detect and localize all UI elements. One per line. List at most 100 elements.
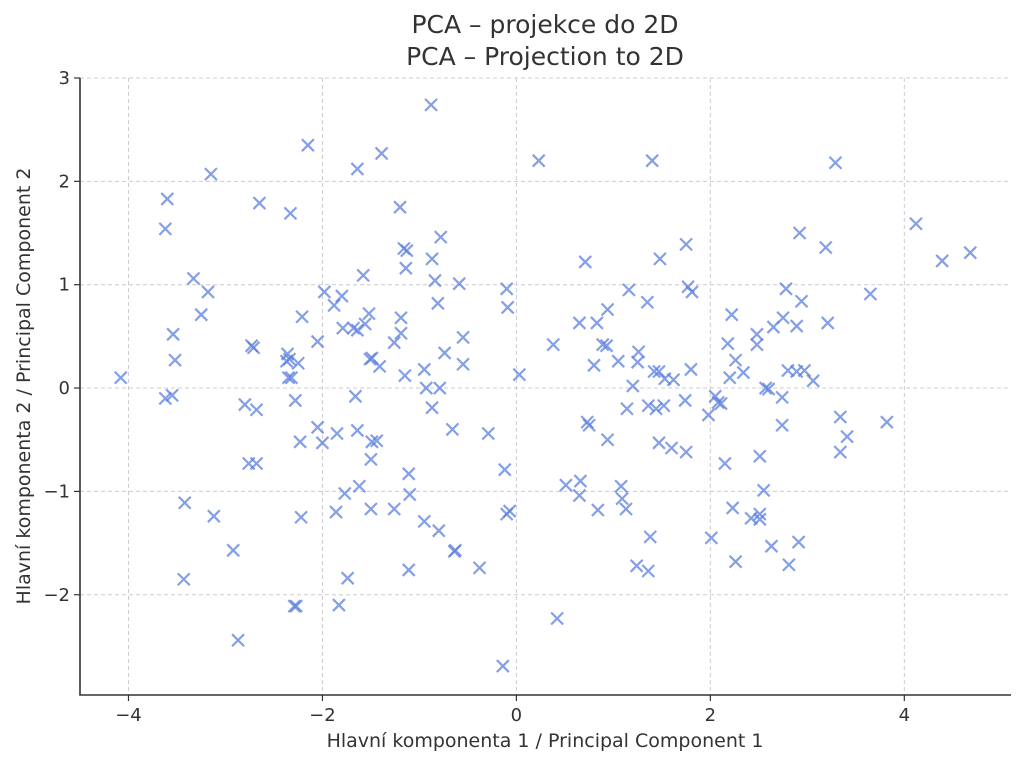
data-point: [295, 309, 309, 324]
data-point: [294, 510, 308, 525]
data-point: [833, 410, 848, 424]
y-tick-label: 2: [59, 171, 70, 192]
data-point: [753, 507, 767, 521]
data-point: [791, 535, 806, 549]
y-tick-label: 1: [59, 275, 70, 296]
data-point: [728, 353, 743, 367]
data-point: [679, 445, 693, 459]
data-point: [399, 261, 413, 275]
data-point: [880, 415, 894, 429]
data-point: [400, 243, 414, 258]
data-point: [445, 422, 460, 437]
data-point: [158, 222, 173, 236]
data-point: [350, 323, 365, 337]
data-point: [165, 388, 179, 403]
data-point: [779, 282, 793, 296]
y-axis-label: Hlavní komponenta 2 / Principal Componen…: [13, 168, 35, 605]
data-point: [288, 393, 303, 408]
data-point: [358, 317, 372, 331]
data-point: [666, 373, 681, 387]
data-point: [194, 307, 209, 322]
data-point: [364, 452, 378, 467]
data-point: [350, 423, 365, 438]
data-point: [425, 400, 439, 415]
data-point: [336, 321, 350, 335]
data-point: [401, 467, 416, 481]
data-point: [582, 418, 596, 433]
data-point: [640, 295, 655, 310]
data-point: [750, 327, 764, 342]
data-point: [679, 237, 693, 252]
data-point: [657, 398, 671, 413]
data-point: [572, 316, 587, 330]
data-point: [362, 306, 376, 321]
data-point: [387, 502, 401, 516]
data-point: [641, 564, 656, 578]
data-point: [718, 456, 732, 471]
data-point: [758, 381, 773, 395]
data-point: [497, 462, 512, 477]
data-point: [753, 449, 767, 464]
data-point: [310, 334, 325, 349]
data-point: [572, 488, 587, 503]
data-point: [643, 530, 658, 544]
data-point: [401, 563, 416, 577]
data-point: [168, 353, 182, 367]
data-point: [201, 285, 215, 299]
x-tick-label: −2: [309, 705, 336, 726]
data-point: [789, 319, 804, 333]
x-tick-label: 4: [899, 705, 910, 726]
data-point: [531, 153, 546, 168]
data-point: [619, 502, 633, 516]
data-point: [664, 441, 679, 455]
data-point: [186, 271, 201, 286]
chart-title: PCA – projekce do 2D: [411, 10, 678, 39]
data-point: [649, 401, 663, 416]
data-point: [652, 436, 666, 450]
data-point: [238, 397, 252, 412]
data-point: [909, 216, 923, 231]
data-point: [573, 474, 588, 488]
data-point: [546, 337, 561, 352]
data-point: [330, 426, 344, 441]
y-tick-label: −2: [43, 585, 70, 606]
data-point: [317, 285, 332, 299]
data-point: [428, 273, 442, 288]
data-point: [158, 391, 173, 406]
y-tick-label: 0: [59, 378, 70, 399]
data-point: [456, 330, 470, 345]
data-point: [782, 558, 796, 572]
data-point: [502, 504, 517, 518]
data-point: [425, 252, 439, 266]
data-point: [372, 359, 387, 374]
data-point: [776, 310, 790, 325]
data-point: [600, 302, 615, 317]
data-point: [335, 289, 349, 303]
data-point: [364, 502, 378, 516]
data-point: [714, 396, 728, 411]
data-point: [794, 294, 809, 309]
data-point: [207, 509, 221, 523]
data-point: [417, 514, 432, 529]
x-tick-label: −4: [115, 705, 142, 726]
data-point: [620, 401, 634, 416]
data-point: [177, 495, 192, 510]
data-point: [226, 543, 241, 558]
data-point: [402, 487, 417, 502]
data-point: [252, 196, 267, 210]
data-point: [293, 435, 307, 449]
data-point: [448, 543, 463, 558]
data-point: [724, 307, 739, 322]
chart-subtitle: PCA – Projection to 2D: [406, 42, 684, 71]
data-point: [291, 356, 305, 371]
data-point: [166, 327, 180, 342]
data-point: [725, 501, 740, 515]
data-point: [728, 554, 743, 569]
data-point: [622, 283, 636, 297]
data-point: [437, 346, 452, 360]
data-point: [595, 337, 610, 352]
data-point: [284, 370, 299, 385]
data-point: [629, 559, 644, 573]
data-point: [310, 420, 325, 435]
